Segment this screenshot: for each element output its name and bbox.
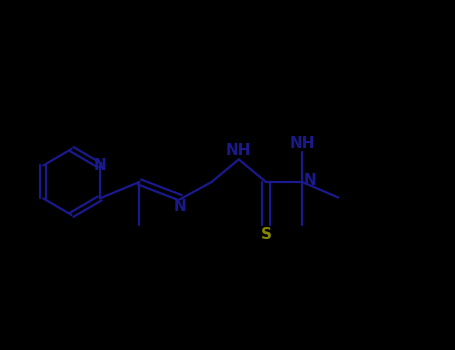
Text: N: N <box>303 173 316 188</box>
Text: N: N <box>93 158 106 173</box>
Text: N: N <box>174 199 187 214</box>
Text: S: S <box>260 227 272 242</box>
Text: NH: NH <box>289 136 315 151</box>
Text: NH: NH <box>226 143 252 158</box>
